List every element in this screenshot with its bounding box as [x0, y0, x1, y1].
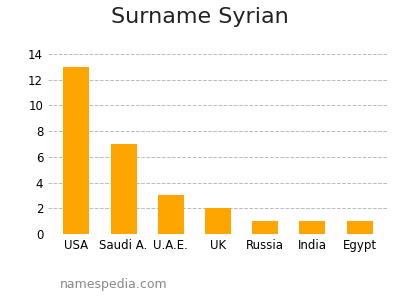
Bar: [252, 221, 278, 234]
Text: namespedia.com: namespedia.com: [60, 278, 168, 291]
Bar: [158, 195, 184, 234]
Bar: [300, 221, 325, 234]
Bar: [205, 208, 231, 234]
Text: Surname Syrian: Surname Syrian: [111, 7, 289, 27]
Bar: [346, 221, 372, 234]
Bar: [111, 144, 136, 234]
Bar: [64, 67, 90, 234]
